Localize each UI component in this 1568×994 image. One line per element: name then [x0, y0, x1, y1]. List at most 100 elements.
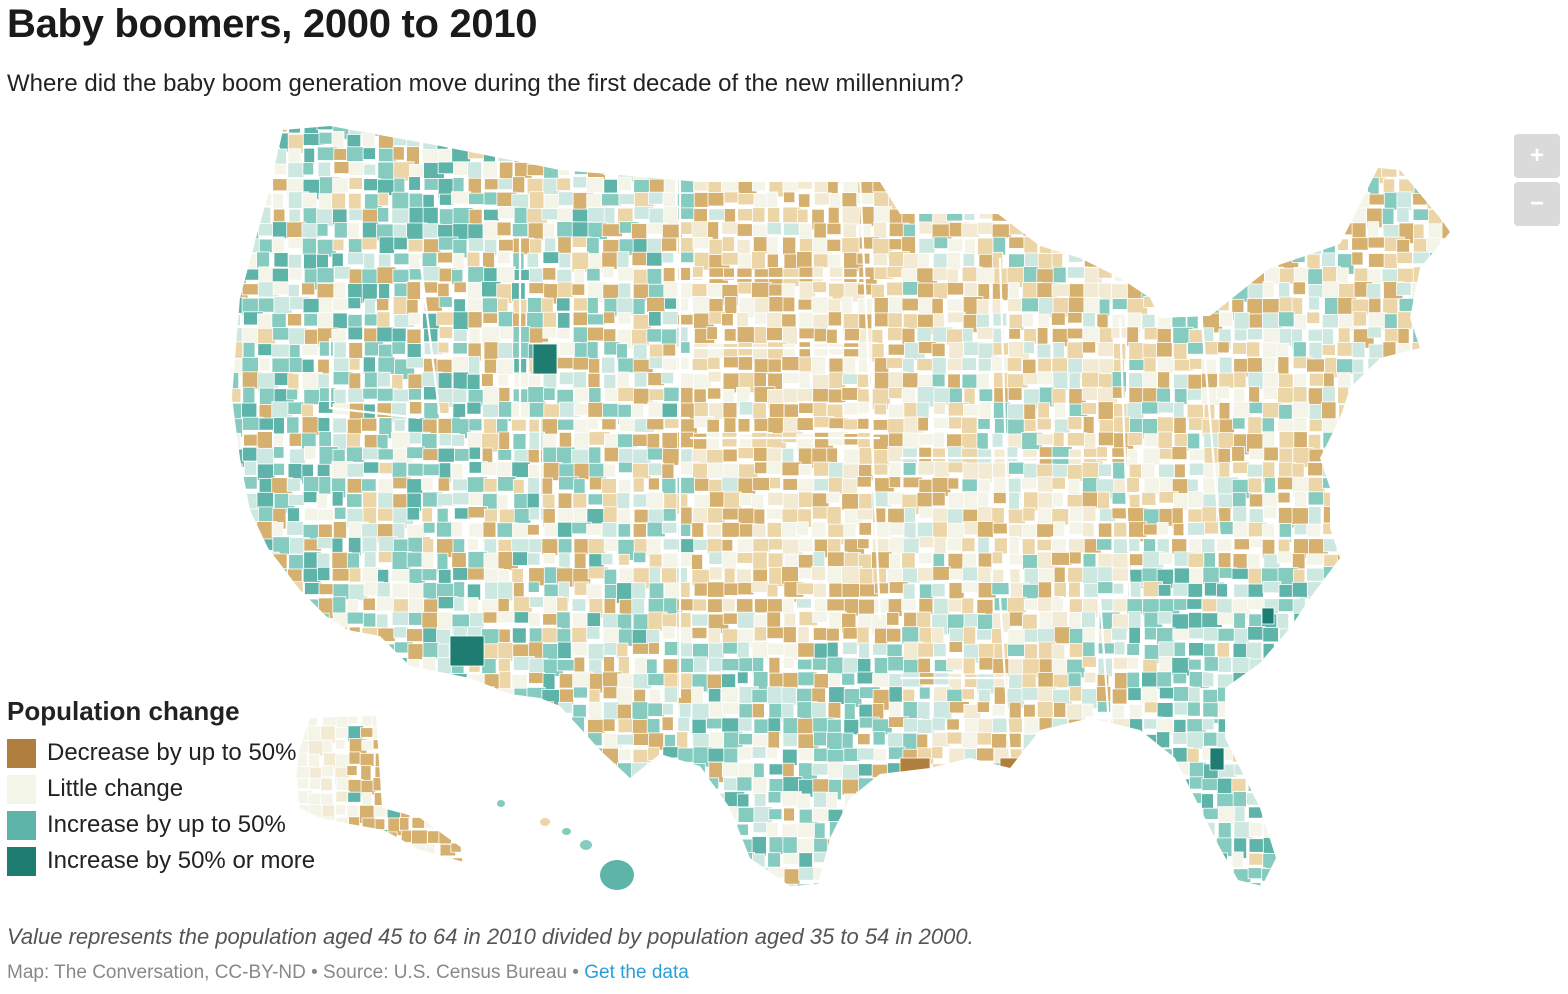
county-cell [1398, 763, 1411, 786]
get-the-data-link[interactable]: Get the data [584, 962, 689, 983]
county-cell [559, 371, 575, 386]
county-cell [1021, 852, 1034, 871]
zoom-in-button[interactable]: + [1514, 134, 1560, 178]
county-cell [1022, 126, 1038, 133]
county-cell [438, 856, 456, 862]
county-cell [232, 341, 244, 359]
county-cell [527, 524, 541, 536]
county-cell [1293, 223, 1308, 245]
county-cell [723, 147, 739, 162]
county-cell [1441, 161, 1450, 182]
county-cell [1458, 375, 1475, 394]
legend-label-increase: Increase by up to 50% [47, 811, 286, 838]
county-cell [1261, 687, 1274, 710]
county-cell [273, 252, 289, 268]
county-cell [1201, 161, 1223, 174]
county-cell [1383, 673, 1401, 689]
county-cell [1367, 821, 1383, 833]
county-cell [978, 388, 994, 402]
county-cell [422, 266, 442, 282]
county-cell [1127, 838, 1149, 854]
county-cell [361, 221, 379, 239]
county-cell [813, 478, 831, 492]
county-cell [1308, 701, 1325, 714]
county-cell [1232, 267, 1246, 283]
county-choropleth[interactable] [0, 118, 1568, 908]
county-cell [272, 281, 290, 296]
county-cell [1173, 596, 1188, 611]
county-cell [385, 858, 401, 862]
county-cell [1172, 778, 1192, 794]
county-cell [242, 476, 258, 490]
county-cell [886, 627, 902, 643]
county-cell [1308, 163, 1327, 182]
county-cell [602, 822, 617, 836]
county-cell [543, 868, 559, 886]
county-cell [1367, 403, 1382, 422]
county-cell [1276, 672, 1292, 689]
county-cell [752, 148, 770, 169]
county-cell [452, 311, 469, 332]
county-cell [1277, 418, 1295, 433]
county-cell [496, 851, 515, 865]
county-cell [232, 598, 246, 616]
county-cell [587, 207, 606, 223]
county-cell [827, 537, 842, 553]
county-cell [738, 131, 761, 153]
county-cell [301, 343, 319, 356]
county-cell [1053, 126, 1073, 135]
legend-swatch-decrease [7, 738, 36, 768]
county-cell [453, 448, 470, 462]
county-cell [842, 132, 865, 151]
county-cell [993, 868, 1008, 886]
county-cell [272, 178, 288, 192]
county-cell [662, 703, 674, 716]
county-cell [618, 461, 633, 474]
county-cell [1023, 373, 1039, 385]
county-cell [1247, 477, 1263, 494]
county-cell [422, 627, 438, 644]
county-cell [707, 822, 729, 840]
county-cell [1262, 778, 1282, 796]
county-cell [1338, 716, 1359, 734]
county-cell [392, 792, 414, 807]
county-cell [976, 791, 996, 805]
county-cell [1443, 627, 1450, 642]
county-cell [874, 582, 889, 595]
county-cell [1083, 731, 1100, 746]
county-cell [512, 551, 528, 566]
county-cell [242, 446, 259, 462]
county-cell [1396, 568, 1409, 581]
county-cell [317, 417, 331, 433]
county-cell [257, 597, 280, 614]
county-cell [1411, 312, 1426, 333]
county-cell [333, 642, 350, 661]
county-cell [1366, 554, 1385, 570]
county-cell [1278, 311, 1295, 328]
county-cell [559, 747, 574, 760]
county-cell [737, 611, 756, 629]
county-cell [1441, 568, 1450, 585]
county-cell [422, 761, 435, 783]
county-cell [1127, 762, 1142, 776]
county-cell [1337, 386, 1349, 405]
county-cell [406, 628, 424, 643]
county-cell [1186, 597, 1203, 610]
county-cell [1248, 658, 1264, 673]
county-cell [1351, 761, 1366, 783]
county-cell [1126, 777, 1146, 790]
county-cell [1441, 283, 1450, 298]
county-cell [1398, 776, 1414, 795]
county-cell [693, 656, 708, 673]
county-cell [1323, 222, 1337, 237]
county-cell [1068, 718, 1088, 731]
county-cell [1276, 762, 1289, 778]
county-cell [1427, 267, 1450, 285]
county-cell [1247, 328, 1263, 341]
county-cell [1114, 851, 1131, 868]
county-cell [1158, 792, 1172, 815]
county-cell [257, 882, 278, 886]
county-cell [1353, 131, 1374, 149]
map-canvas[interactable] [0, 118, 1568, 908]
zoom-out-button[interactable]: − [1514, 182, 1560, 226]
